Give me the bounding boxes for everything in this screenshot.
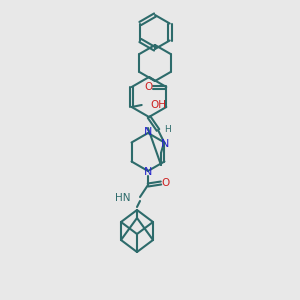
Text: HN: HN	[116, 193, 131, 203]
Text: N: N	[144, 127, 152, 137]
Text: H: H	[164, 125, 171, 134]
Text: OH: OH	[151, 100, 167, 110]
Text: N: N	[161, 139, 169, 149]
Text: O: O	[144, 82, 152, 92]
Text: O: O	[162, 178, 170, 188]
Text: N: N	[144, 167, 152, 177]
